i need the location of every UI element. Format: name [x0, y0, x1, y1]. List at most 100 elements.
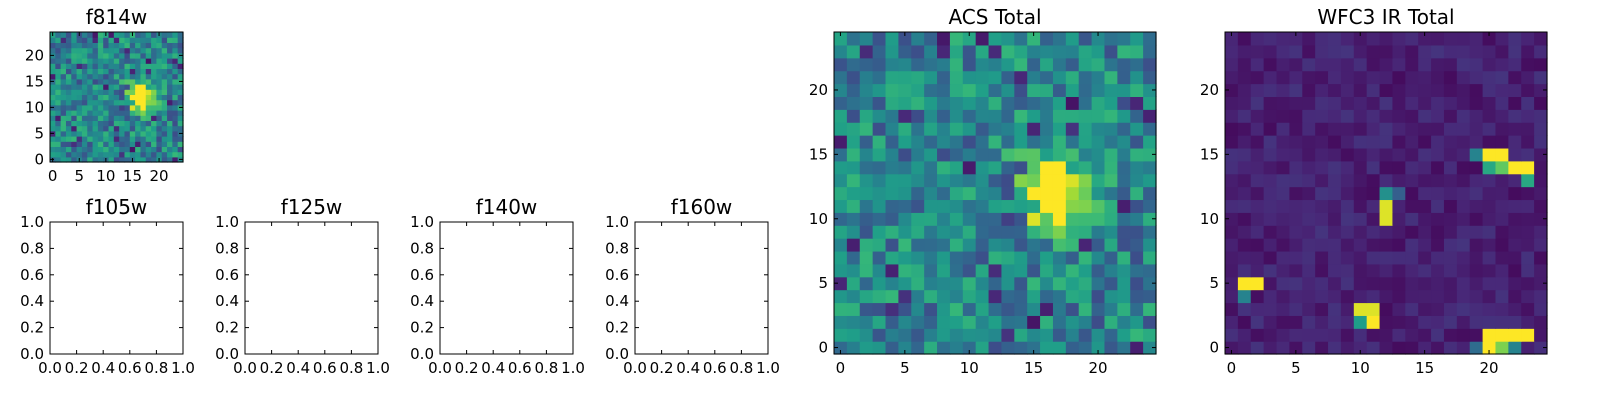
- heatmap-cell: [151, 94, 157, 101]
- heatmap-cell: [87, 73, 94, 80]
- heatmap-cell: [1431, 32, 1445, 46]
- heatmap-cell: [1405, 276, 1419, 291]
- heatmap-cell: [1117, 173, 1131, 188]
- heatmap-cell: [87, 141, 94, 147]
- heatmap-cell: [1379, 341, 1394, 355]
- x-tick-label: 1.0: [366, 359, 390, 377]
- heatmap-cell: [1078, 57, 1093, 72]
- heatmap-cell: [1469, 225, 1484, 239]
- heatmap-cell: [156, 47, 163, 54]
- heatmap-cell: [1065, 186, 1080, 201]
- heatmap-cell: [1418, 225, 1432, 239]
- heatmap-cell: [1443, 57, 1458, 72]
- heatmap-cell: [124, 104, 131, 111]
- heatmap-cell: [1104, 250, 1118, 265]
- y-tick-label: 0.4: [20, 292, 44, 310]
- heatmap-cell: [1495, 212, 1509, 226]
- heatmap-cell: [97, 32, 104, 38]
- heatmap-cell: [962, 160, 977, 175]
- heatmap-cell: [129, 63, 136, 69]
- heatmap-cell: [1534, 96, 1548, 110]
- heatmap-cell: [1328, 147, 1342, 162]
- x-tick-label: 0.4: [676, 359, 700, 377]
- heatmap-cell: [898, 328, 912, 342]
- heatmap-cell: [1027, 109, 1041, 123]
- heatmap-cell: [177, 141, 184, 147]
- heatmap-cell: [1052, 225, 1067, 239]
- heatmap-cell: [87, 68, 94, 75]
- heatmap-cell: [1001, 122, 1015, 136]
- heatmap-cell: [1328, 289, 1342, 304]
- heatmap-cell: [872, 83, 887, 97]
- heatmap-cell: [60, 84, 67, 90]
- heatmap-cell: [872, 199, 887, 213]
- x-tick-label: 20: [1088, 359, 1107, 377]
- heatmap-cell: [1482, 250, 1497, 265]
- heatmap-cell: [113, 68, 120, 75]
- heatmap-cell: [1250, 302, 1265, 316]
- heatmap-cell: [1052, 250, 1067, 265]
- heatmap-cell: [975, 250, 990, 265]
- heatmap-cell: [846, 212, 861, 226]
- heatmap-cell: [1353, 302, 1368, 316]
- heatmap-cell: [167, 78, 173, 85]
- heatmap-cell: [1392, 83, 1406, 97]
- heatmap-cell: [898, 199, 912, 213]
- heatmap-cell: [1392, 250, 1406, 265]
- heatmap-cell: [156, 99, 163, 106]
- heatmap-cell: [92, 115, 99, 121]
- heatmap-cell: [81, 125, 88, 132]
- heatmap-cell: [1366, 263, 1381, 278]
- heatmap-cell: [108, 89, 115, 95]
- heatmap-cell: [92, 136, 99, 142]
- heatmap-cell: [1418, 341, 1432, 355]
- heatmap-cell: [1091, 315, 1106, 329]
- heatmap-cell: [1250, 250, 1265, 265]
- heatmap-cell: [172, 32, 179, 38]
- heatmap-cell: [1521, 96, 1535, 110]
- heatmap-cell: [949, 186, 964, 201]
- heatmap-cell: [988, 122, 1003, 136]
- heatmap-cell: [1040, 212, 1054, 226]
- heatmap-cell: [151, 73, 157, 80]
- heatmap-cell: [1237, 199, 1252, 213]
- heatmap-cell: [1250, 315, 1265, 329]
- heatmap-cell: [97, 37, 104, 43]
- heatmap-cell: [119, 89, 126, 95]
- heatmap-cell: [108, 146, 115, 153]
- heatmap-cell: [161, 125, 168, 132]
- heatmap-cell: [1091, 328, 1106, 342]
- heatmap-cell: [1117, 302, 1131, 316]
- heatmap-cell: [859, 199, 874, 213]
- heatmap-cell: [167, 32, 173, 38]
- heatmap-cell: [167, 146, 173, 153]
- heatmap-cell: [1130, 328, 1144, 342]
- heatmap-cell: [1469, 199, 1484, 213]
- heatmap-cell: [167, 94, 173, 101]
- heatmap-cell: [1340, 315, 1355, 329]
- heatmap-cell: [962, 57, 977, 72]
- heatmap-cell: [151, 47, 157, 54]
- heatmap-cell: [1534, 250, 1548, 265]
- heatmap-cell: [859, 122, 874, 136]
- heatmap-cell: [108, 141, 115, 147]
- heatmap-cell: [151, 37, 157, 43]
- heatmap-cell: [1469, 160, 1484, 175]
- heatmap-cell: [1276, 147, 1290, 162]
- heatmap-cell: [97, 120, 104, 127]
- heatmap-cell: [1353, 109, 1368, 123]
- heatmap-cell: [924, 250, 938, 265]
- heatmap-cell: [1431, 147, 1445, 162]
- heatmap-cell: [1065, 315, 1080, 329]
- heatmap-cell: [1418, 173, 1432, 188]
- heatmap-cell: [1225, 96, 1239, 110]
- heatmap-cell: [924, 199, 938, 213]
- heatmap-cell: [1405, 186, 1419, 201]
- heatmap-cell: [50, 125, 56, 132]
- heatmap-cell: [949, 199, 964, 213]
- heatmap-cell: [1340, 238, 1355, 252]
- heatmap-cell: [1379, 328, 1394, 342]
- heatmap-cell: [76, 63, 83, 69]
- heatmap-cell: [55, 63, 62, 69]
- heatmap-cell: [834, 289, 848, 304]
